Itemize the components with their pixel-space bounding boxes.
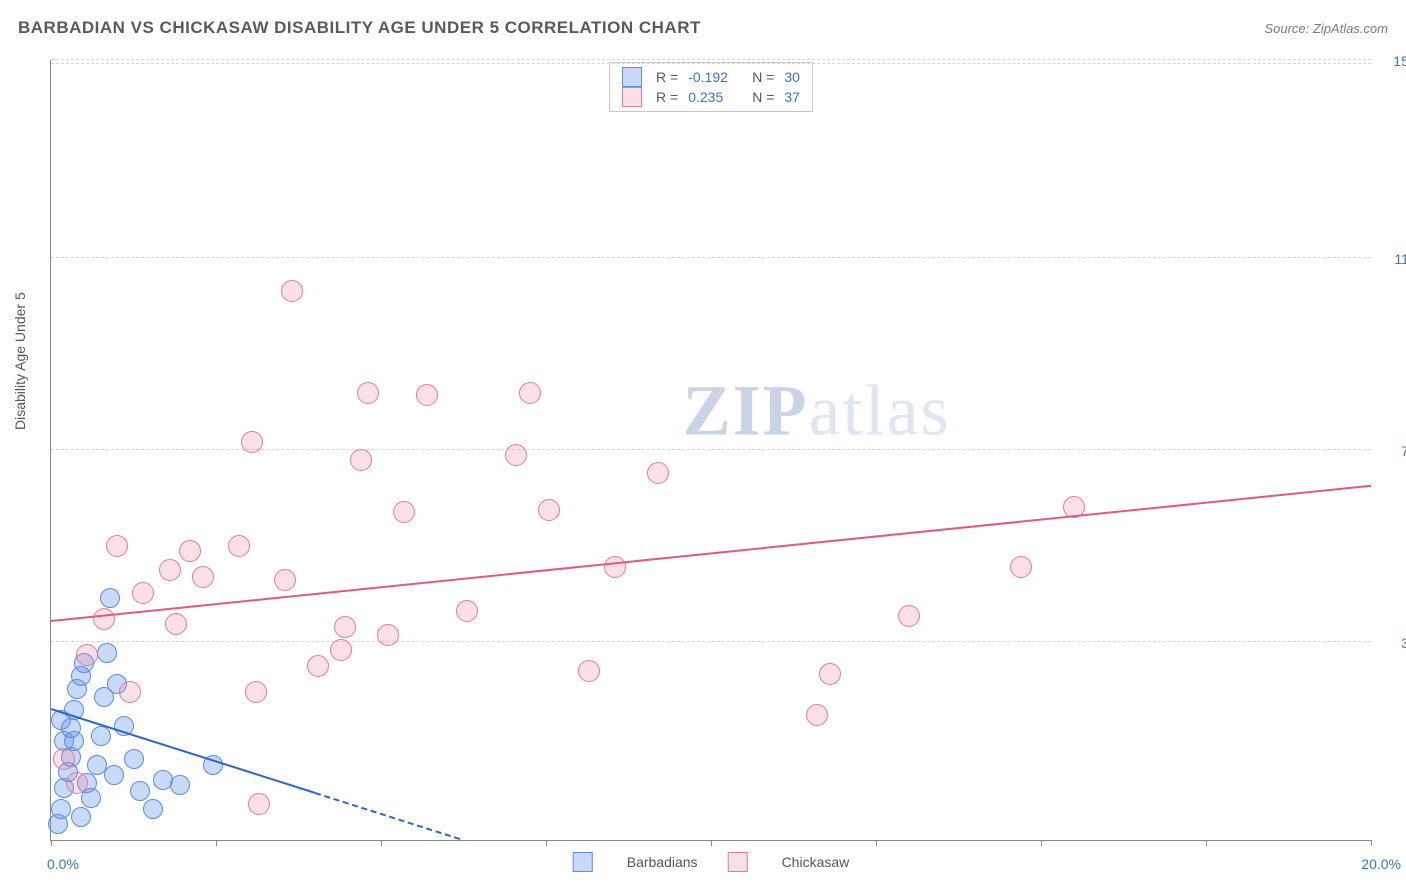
x-max-label: 20.0% [1361, 856, 1401, 872]
barbadians-point [130, 781, 150, 801]
series-legend: Barbadians Chickasaw [573, 852, 850, 872]
scatter-plot: ZIPatlas R =-0.192N =30R =0.235N =37 Bar… [50, 60, 1371, 841]
legend-r-value: 0.235 [688, 89, 742, 105]
chickasaw-point [1010, 556, 1032, 578]
chickasaw-point [456, 600, 478, 622]
barbadians-point [71, 807, 91, 827]
chickasaw-point [76, 644, 98, 666]
chickasaw-point [93, 608, 115, 630]
legend-r-label: R = [656, 89, 678, 105]
gridline-h [51, 257, 1371, 258]
chickasaw-point [241, 431, 263, 453]
x-tick [1206, 840, 1207, 846]
x-tick [546, 840, 547, 846]
chickasaw-point [119, 681, 141, 703]
chickasaw-point [393, 501, 415, 523]
legend-swatch [622, 67, 642, 87]
y-tick-label: 7.5% [1373, 443, 1406, 459]
barbadians-point [100, 588, 120, 608]
watermark: ZIPatlas [683, 370, 951, 453]
correlation-legend: R = -0.192 N = 30 R = 0.235 N = 37 [609, 62, 813, 112]
barbadians-point [97, 643, 117, 663]
y-tick-label: 11.2% [1373, 251, 1406, 267]
chickasaw-point [106, 535, 128, 557]
chickasaw-point [281, 280, 303, 302]
legend-row: R = -0.192 N = 30 [622, 67, 800, 87]
gridline-h [51, 641, 1371, 642]
x-tick [711, 840, 712, 846]
x-tick [1371, 840, 1372, 846]
chickasaw-point [307, 655, 329, 677]
chickasaw-point [604, 556, 626, 578]
barbadians-point [104, 765, 124, 785]
chickasaw-point [819, 663, 841, 685]
chickasaw-point [806, 704, 828, 726]
x-tick [1041, 840, 1042, 846]
y-tick-label: 15.0% [1373, 53, 1406, 69]
chickasaw-point [165, 613, 187, 635]
barbadians-point [170, 775, 190, 795]
chickasaw-point [357, 382, 379, 404]
legend-label: Barbadians [627, 854, 698, 870]
legend-n-value: 30 [784, 69, 800, 85]
legend-swatch [573, 852, 593, 872]
chart-header: BARBADIAN VS CHICKASAW DISABILITY AGE UN… [18, 18, 1388, 38]
legend-swatch [622, 87, 642, 107]
chickasaw-point [416, 384, 438, 406]
y-axis-label: Disability Age Under 5 [12, 292, 28, 430]
legend-label: Chickasaw [782, 854, 850, 870]
legend-swatch [728, 852, 748, 872]
chickasaw-point [159, 559, 181, 581]
legend-n-label: N = [752, 89, 774, 105]
x-tick [381, 840, 382, 846]
chickasaw-point [898, 605, 920, 627]
barbadians-point [124, 749, 144, 769]
barbadians-point [143, 799, 163, 819]
legend-n-value: 37 [784, 89, 800, 105]
chickasaw-point [578, 660, 600, 682]
x-min-label: 0.0% [47, 856, 79, 872]
chickasaw-point [228, 535, 250, 557]
barbadians-point [51, 799, 71, 819]
chickasaw-point [179, 540, 201, 562]
chart-source: Source: ZipAtlas.com [1264, 21, 1388, 36]
chickasaw-point [334, 616, 356, 638]
legend-r-value: -0.192 [688, 69, 742, 85]
chart-title: BARBADIAN VS CHICKASAW DISABILITY AGE UN… [18, 18, 701, 38]
chickasaw-point [66, 772, 88, 794]
legend-row: R = 0.235 N = 37 [622, 87, 800, 107]
legend-n-label: N = [752, 69, 774, 85]
trend-line [51, 484, 1371, 621]
chickasaw-point [519, 382, 541, 404]
barbadians-point [91, 726, 111, 746]
gridline-h [51, 63, 1371, 64]
legend-r-label: R = [656, 69, 678, 85]
chickasaw-point [274, 569, 296, 591]
chickasaw-point [505, 444, 527, 466]
chickasaw-point [350, 449, 372, 471]
chickasaw-point [377, 624, 399, 646]
x-tick [216, 840, 217, 846]
y-tick-label: 3.8% [1373, 635, 1406, 651]
chickasaw-point [132, 582, 154, 604]
chickasaw-point [538, 499, 560, 521]
x-tick [876, 840, 877, 846]
chickasaw-point [192, 566, 214, 588]
chickasaw-point [248, 793, 270, 815]
chickasaw-point [647, 462, 669, 484]
gridline-h [51, 59, 1371, 60]
chickasaw-point [53, 748, 75, 770]
x-tick [51, 840, 52, 846]
trend-line [315, 792, 461, 840]
chickasaw-point [245, 681, 267, 703]
chickasaw-point [330, 639, 352, 661]
